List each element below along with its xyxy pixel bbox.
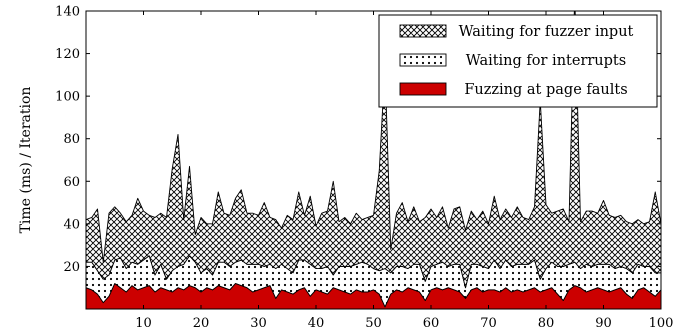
x-tick-label: 50 — [365, 316, 382, 331]
x-tick-label: 20 — [193, 316, 210, 331]
y-tick-label: 120 — [55, 47, 80, 62]
area-waiting-for-fuzzer-input — [86, 11, 661, 289]
legend: Waiting for fuzzer input Waiting for inte… — [378, 14, 658, 108]
legend-label: Fuzzing at page faults — [464, 82, 627, 98]
y-axis: 20 40 60 80 100 120 140 — [55, 5, 661, 275]
x-axis: 10 20 30 40 50 60 70 80 90 100 — [135, 11, 673, 331]
y-tick-label: 100 — [55, 90, 80, 105]
x-tick-label: 30 — [250, 316, 267, 331]
legend-swatch — [399, 82, 447, 96]
x-tick-label: 60 — [423, 316, 440, 331]
y-tick-label: 60 — [63, 175, 80, 190]
y-tick-label: 40 — [63, 217, 80, 232]
legend-swatch — [399, 53, 447, 67]
series-areas — [86, 11, 661, 309]
y-tick-label: 80 — [63, 132, 80, 147]
legend-label: Waiting for fuzzer input — [459, 24, 634, 40]
x-tick-label: 10 — [135, 316, 152, 331]
x-tick-label: 80 — [538, 316, 555, 331]
y-tick-label: 140 — [55, 5, 80, 20]
x-tick-label: 40 — [308, 316, 325, 331]
x-tick-label: 100 — [649, 316, 674, 331]
x-tick-label: 90 — [595, 316, 612, 331]
y-axis-label: Time (ms) / Iteration — [18, 87, 34, 234]
legend-swatch — [399, 24, 447, 38]
legend-label: Waiting for interrupts — [466, 53, 626, 69]
y-tick-label: 20 — [63, 260, 80, 275]
x-tick-label: 70 — [480, 316, 497, 331]
